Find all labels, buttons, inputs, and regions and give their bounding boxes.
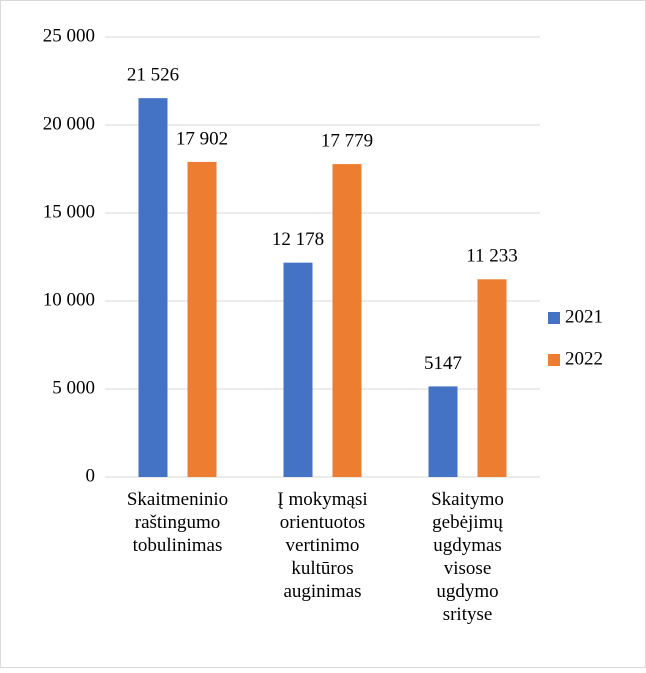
x-tick-label: Skaitymo gebėjimų ugdymas visose ugdymo srity… (431, 489, 504, 625)
data-label: 11 233 (466, 246, 518, 267)
data-label: 5147 (424, 353, 462, 374)
legend-swatch (548, 312, 560, 324)
bar (477, 279, 507, 477)
x-tick-label: Skaitmeninio raštingumo tobulinimas (127, 489, 228, 556)
x-tick-label: Į mokymąsi orientuotos vertinimo kultūros au… (277, 489, 367, 602)
bar (187, 161, 217, 477)
bar (332, 164, 362, 477)
y-tick-label: 0 (86, 465, 96, 486)
legend-label: 2021 (565, 306, 603, 327)
legend-swatch (548, 354, 560, 366)
bar (428, 386, 458, 477)
y-tick-label: 10 000 (43, 289, 95, 310)
data-label: 12 178 (272, 229, 324, 250)
data-label: 21 526 (127, 65, 179, 86)
bar (283, 262, 313, 477)
y-tick-label: 5 000 (52, 377, 95, 398)
bar (138, 98, 168, 478)
y-tick-label: 15 000 (43, 201, 95, 222)
data-label: 17 902 (176, 128, 228, 149)
legend-label: 2022 (565, 348, 603, 369)
y-tick-label: 20 000 (43, 113, 95, 134)
data-label: 17 779 (321, 130, 373, 151)
y-tick-label: 25 000 (43, 25, 95, 46)
